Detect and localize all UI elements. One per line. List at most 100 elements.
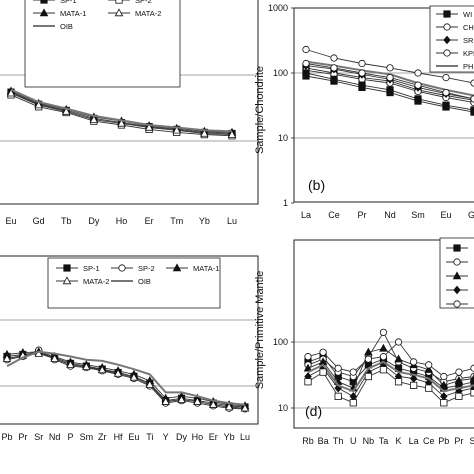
panel-b-series-series-7-point-2: [330, 77, 338, 85]
panel-b-xtick-eu: Eu: [440, 210, 451, 220]
panel-b-series-kpi: [302, 45, 474, 87]
panel-d-series-series-5-point-7: [394, 338, 403, 346]
panel-a-xtick-eu: Eu: [5, 216, 16, 226]
panel-a-legend-label-sp-2: SP-2: [135, 0, 152, 5]
panel-c-xtick-p: P: [67, 432, 73, 442]
panel-b-xtick-sm: Sm: [411, 210, 425, 220]
panel-a-series-mata-2-point-7: [172, 125, 182, 134]
panel-d-series-series-7-point-6: [379, 366, 388, 374]
panel-c-xtick-sm: Sm: [80, 432, 94, 442]
panel-b-xtick-ce: Ce: [328, 210, 340, 220]
panel-d-series-series-5-point-4: [349, 368, 357, 376]
panel-c-series-mata-2-point-9: [129, 372, 139, 381]
panel-c-series-mata-2-point-16: [240, 403, 250, 412]
panel-d-series-series-2: [304, 328, 474, 386]
panel-a-legend-label-sp-1: SP-1: [60, 0, 77, 5]
panel-d-series-series-5-point-1: [304, 353, 312, 361]
panel-d-series-series-7-point-2: [319, 368, 327, 376]
panel-b-series-series-8-point-4: [386, 73, 394, 82]
panel-a-series-mata-2-point-1: [6, 88, 16, 97]
panel-c-legend-label-mata-2: MATA-2: [83, 277, 109, 286]
panel-b-series-series-8: [302, 59, 474, 103]
panel-b-xtick-gd: Gd: [468, 210, 474, 220]
panel-c-xtick-dy: Dy: [176, 432, 187, 442]
panel-d-label: (d): [305, 403, 322, 419]
panel-c-series-mata-2: [2, 348, 250, 412]
panel-c-series-mata-2-point-5: [66, 360, 75, 368]
panel-d-frame: [293, 239, 474, 429]
panel-d-series-series-7-point-11: [455, 392, 463, 400]
panel-d-series-series-7: [304, 366, 474, 407]
panel-c-xtick-nd: Nd: [49, 432, 61, 442]
panel-d-series-series-5-point-10: [440, 372, 448, 381]
panel-b-series-series-7-point-6: [442, 103, 450, 111]
panel-c-series-mata-2-point-15: [224, 402, 234, 411]
panel-a-xtick-er: Er: [145, 216, 154, 226]
panel-a: SP-1 SP-2 MATA-1 MATA-2 OIB Eu Gd Tb Dy Ho Er Tm Yb…: [0, 0, 259, 226]
panel-c-legend-label-sp-2: SP-2: [138, 264, 155, 273]
panel-b-ytick-100: 100: [273, 68, 288, 78]
panel-a-series-mata-2-point-2: [34, 100, 43, 109]
panel-b-legend-label-chi: CHI: [463, 23, 474, 32]
panel-a-legend-label-mata-2: MATA-2: [135, 9, 161, 18]
panel-a-legend-label-oib: OIB: [60, 22, 73, 31]
panel-a-series-sp-2: [7, 91, 236, 140]
panel-b-series-series-8-point-5: [414, 81, 422, 89]
panel-b-series-series-8-point-2: [330, 64, 338, 72]
panel-b-series-series-8-point-6: [442, 88, 450, 97]
panel-c-series-mata-2-line: [6, 353, 246, 409]
panel-d-xtick-ta: Ta: [379, 436, 389, 446]
panel-c-xtick-lu: Lu: [240, 432, 250, 442]
panel-c-series-mata-1-line: [6, 351, 246, 407]
panel-d-series-series-5-point-2: [319, 348, 327, 356]
panel-d-xtick-rb: Rb: [302, 436, 314, 446]
panel-d-xtick-u: U: [350, 436, 357, 446]
panel-c-series-mata-2-point-12: [177, 395, 186, 403]
panel-c-xtick-sr: Sr: [34, 432, 43, 442]
panel-c: SP-1 SP-2 MATA-1 MATA-2 OIB Pb Pr Sr Nd P Sm Zr Hf E…: [0, 255, 259, 442]
panel-a-legend-marker-mata-2: [114, 8, 124, 17]
panel-c-xtick-zr: Zr: [98, 432, 107, 442]
panel-b-xtick-nd: Nd: [384, 210, 396, 220]
panel-a-series-mata-2-point-3: [61, 106, 71, 115]
panel-d-series-series-3-point-5: [364, 347, 373, 356]
panel-d-series-series-7-point-1: [304, 378, 312, 386]
panel-b-frame: [293, 7, 474, 203]
panel-b-legend-label-wi: WI: [463, 10, 472, 19]
panel-a-series-mata-2-point-5: [117, 118, 126, 127]
panel-d-xtick-k: K: [396, 436, 402, 446]
panel-a-xtick-dy: Dy: [88, 216, 99, 226]
panel-d-series-series-5: [304, 338, 474, 381]
panel-b-series-series-8-point-1: [302, 59, 310, 68]
panel-c-series-mata-2-point-10: [145, 379, 155, 388]
panel-c-legend-label-mata-1: MATA-1: [193, 264, 219, 273]
panel-a-legend-marker-sp-2: [115, 0, 123, 4]
panel-c-xtick-pb: Pb: [1, 432, 12, 442]
panel-c-frame: [0, 255, 259, 425]
panel-b-series-kpi-point-6: [442, 73, 450, 82]
panel-d-series-series-5-point-8: [410, 358, 418, 366]
panel-c-series-mata-2-point-14: [208, 400, 218, 408]
panel-c-series-oib-line: [6, 350, 246, 406]
panel-c-xtick-hf: Hf: [114, 432, 123, 442]
panel-b-series-kpi-point-4: [386, 64, 394, 72]
panel-d-ylabel: Sample/Primitive Mantle: [254, 271, 266, 390]
panel-d-series-series-3-point-11: [454, 375, 464, 384]
panel-b-series-series-7-point-1: [302, 72, 310, 80]
panel-d-legend-marker-1: [453, 244, 461, 252]
panel-b-series-kpi-point-1: [302, 45, 310, 54]
panel-d-series-series-5-point-9: [425, 361, 433, 369]
panel-d-xtick-ba: Ba: [318, 436, 329, 446]
panel-d-xtick-pr: Pr: [454, 436, 463, 446]
panel-d-series-series-5-point-11: [455, 368, 463, 376]
panel-d-xtick-pb: Pb: [438, 436, 449, 446]
panel-b-legend-marker-sri: [443, 35, 451, 45]
panel-d-series-series-7-point-3: [334, 392, 342, 400]
panel-d-series-series-3-point-9: [424, 365, 434, 373]
panel-c-legend-marker-mata-1: [172, 263, 182, 272]
panel-a-xtick-ho: Ho: [116, 216, 128, 226]
panel-b-legend-label-kpi: KPI: [463, 49, 474, 58]
panel-b-legend-marker-chi: [443, 23, 451, 31]
panel-b-series-series-7-point-5: [414, 97, 422, 105]
